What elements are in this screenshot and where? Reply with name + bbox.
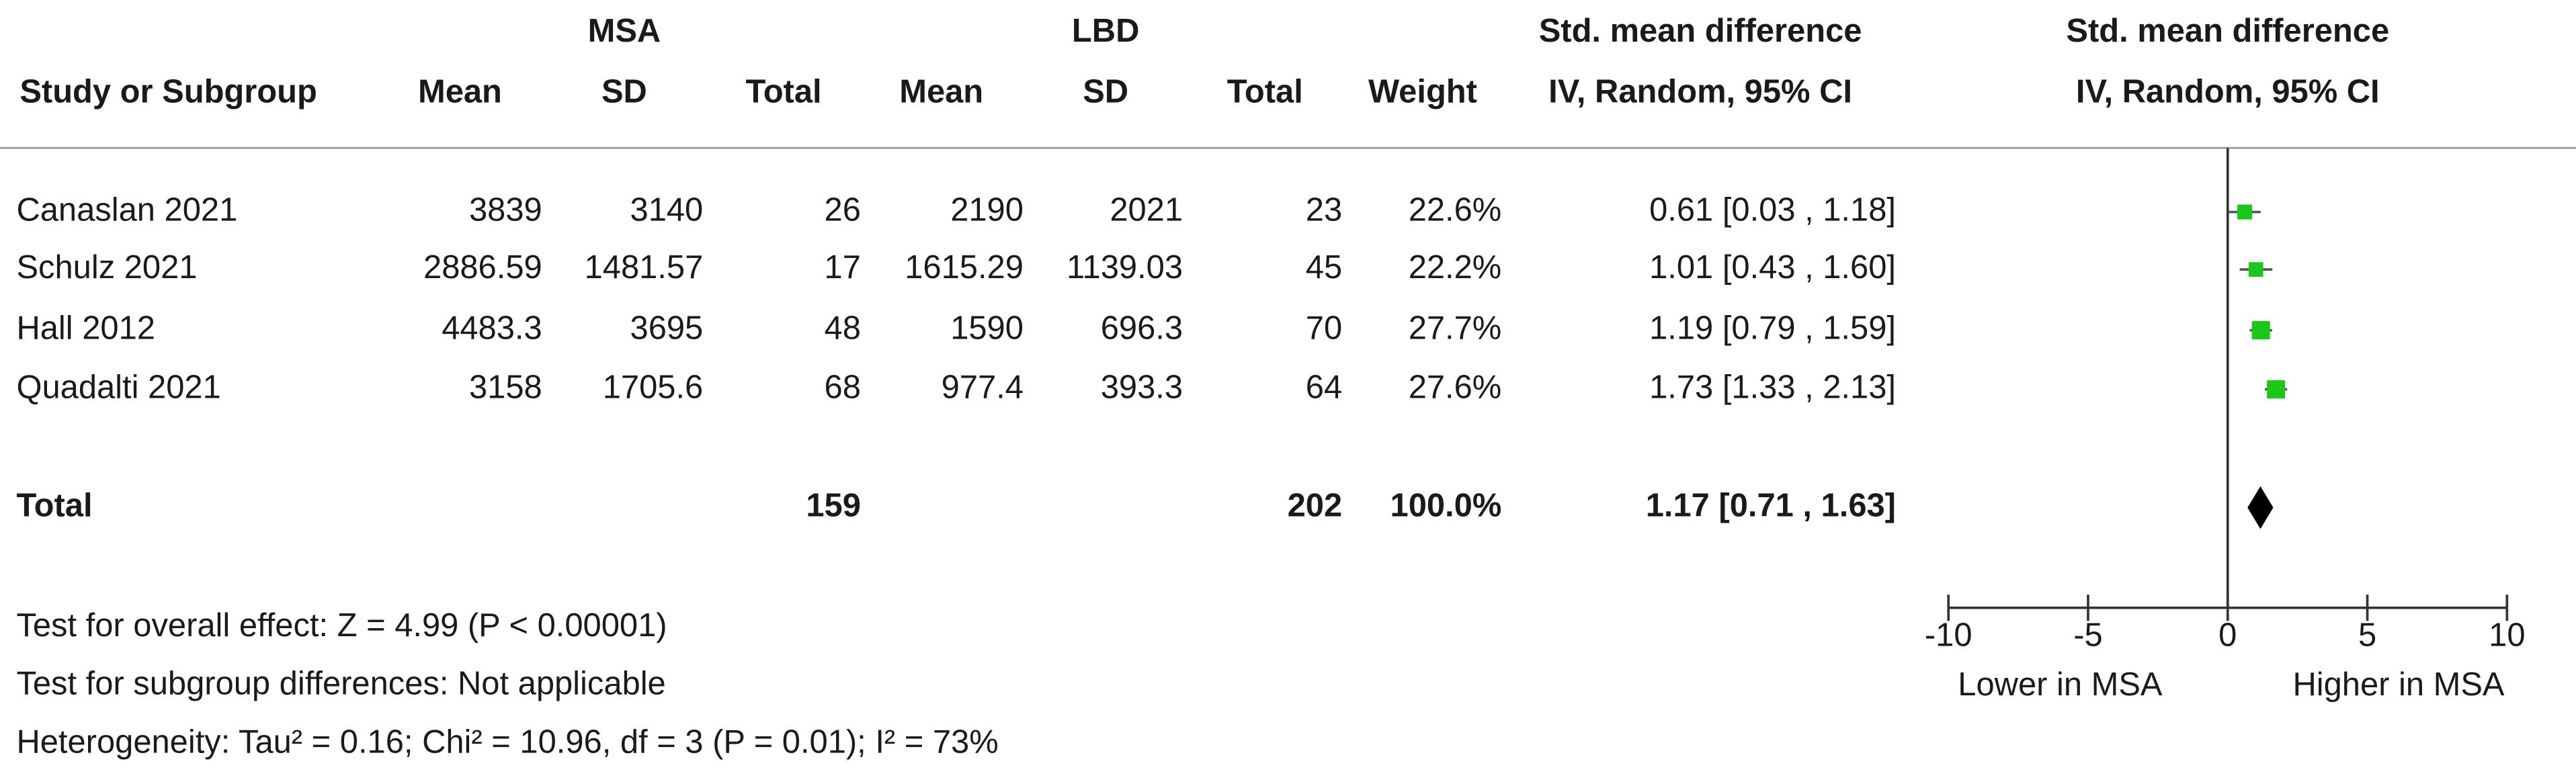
cell: 26 — [825, 191, 861, 228]
ci-label: 1.01 [0.43 , 1.60] — [1649, 249, 1896, 286]
cell: 393.3 — [1101, 369, 1183, 405]
cell: 70 — [1306, 310, 1342, 346]
plot-header: Std. mean difference — [2066, 13, 2389, 49]
cell: 1590 — [950, 310, 1024, 346]
group-label: LBD — [1072, 13, 1139, 49]
footnote: Test for overall effect: Z = 4.99 (P < 0… — [16, 607, 667, 644]
study-marker — [2237, 204, 2253, 220]
cell: 45 — [1306, 249, 1342, 286]
column-header: Weight — [1368, 73, 1477, 110]
ci-label: 0.61 [0.03 , 1.18] — [1649, 191, 1896, 228]
cell: 2190 — [950, 191, 1024, 228]
cell: 2021 — [1110, 191, 1183, 228]
column-header: Total — [745, 73, 821, 110]
cell: 696.3 — [1101, 310, 1183, 346]
ci-label: 1.73 [1.33 , 2.13] — [1649, 369, 1896, 405]
study-name: Schulz 2021 — [16, 249, 197, 286]
plot-subheader: IV, Random, 95% CI — [2076, 73, 2380, 110]
cell: 3140 — [630, 191, 704, 228]
cell: 1139.03 — [1067, 249, 1183, 286]
cell: 3695 — [630, 310, 704, 346]
cell: 17 — [825, 249, 861, 286]
x-tick-label: 5 — [2358, 617, 2376, 654]
cell: 23 — [1306, 191, 1342, 228]
study-marker — [2267, 380, 2286, 399]
study-marker — [2251, 321, 2270, 340]
effect-subheader: IV, Random, 95% CI — [1548, 73, 1852, 110]
study-name: Canaslan 2021 — [16, 191, 237, 228]
study-name: Quadalti 2021 — [16, 369, 220, 405]
effect-header: Std. mean difference — [1539, 13, 1862, 49]
cell: 1615.29 — [905, 249, 1024, 286]
cell: 4483.3 — [442, 310, 542, 346]
total-msa: 159 — [806, 487, 861, 523]
cell: 1705.6 — [603, 369, 704, 405]
x-tick-label: 10 — [2489, 617, 2525, 654]
footnote: Heterogeneity: Tau² = 0.16; Chi² = 10.96… — [16, 724, 998, 760]
cell: 64 — [1306, 369, 1342, 405]
cell: 977.4 — [942, 369, 1024, 405]
cell: 22.6% — [1409, 191, 1502, 228]
cell: 22.2% — [1409, 249, 1502, 286]
cell: 2886.59 — [423, 249, 542, 286]
total-weight: 100.0% — [1390, 487, 1502, 523]
cell: 3158 — [469, 369, 542, 405]
group-label: MSA — [588, 13, 661, 49]
study-name: Hall 2012 — [16, 310, 155, 346]
ci-label: 1.19 [0.79 , 1.59] — [1649, 310, 1896, 346]
cell: 48 — [825, 310, 861, 346]
total-lbd: 202 — [1288, 487, 1343, 523]
column-header: Study or Subgroup — [19, 73, 317, 110]
cell: 27.7% — [1409, 310, 1502, 346]
x-tick-label: -5 — [2073, 617, 2102, 654]
total-name: Total — [16, 487, 92, 523]
x-tick-label: -10 — [1925, 617, 1972, 654]
pooled-diamond — [2247, 486, 2274, 529]
x-label-right: Higher in MSA — [2292, 666, 2504, 703]
total-ci-label: 1.17 [0.71 , 1.63] — [1646, 487, 1896, 523]
study-marker — [2248, 262, 2263, 277]
column-header: SD — [601, 73, 647, 110]
column-header: Mean — [418, 73, 502, 110]
x-label-left: Lower in MSA — [1958, 666, 2163, 703]
cell: 3839 — [469, 191, 542, 228]
column-header: Mean — [899, 73, 983, 110]
cell: 68 — [825, 369, 861, 405]
column-header: SD — [1083, 73, 1128, 110]
cell: 27.6% — [1409, 369, 1502, 405]
footnote: Test for subgroup differences: Not appli… — [16, 666, 665, 702]
cell: 1481.57 — [585, 249, 704, 286]
x-tick-label: 0 — [2218, 617, 2237, 654]
column-header: Total — [1227, 73, 1303, 110]
